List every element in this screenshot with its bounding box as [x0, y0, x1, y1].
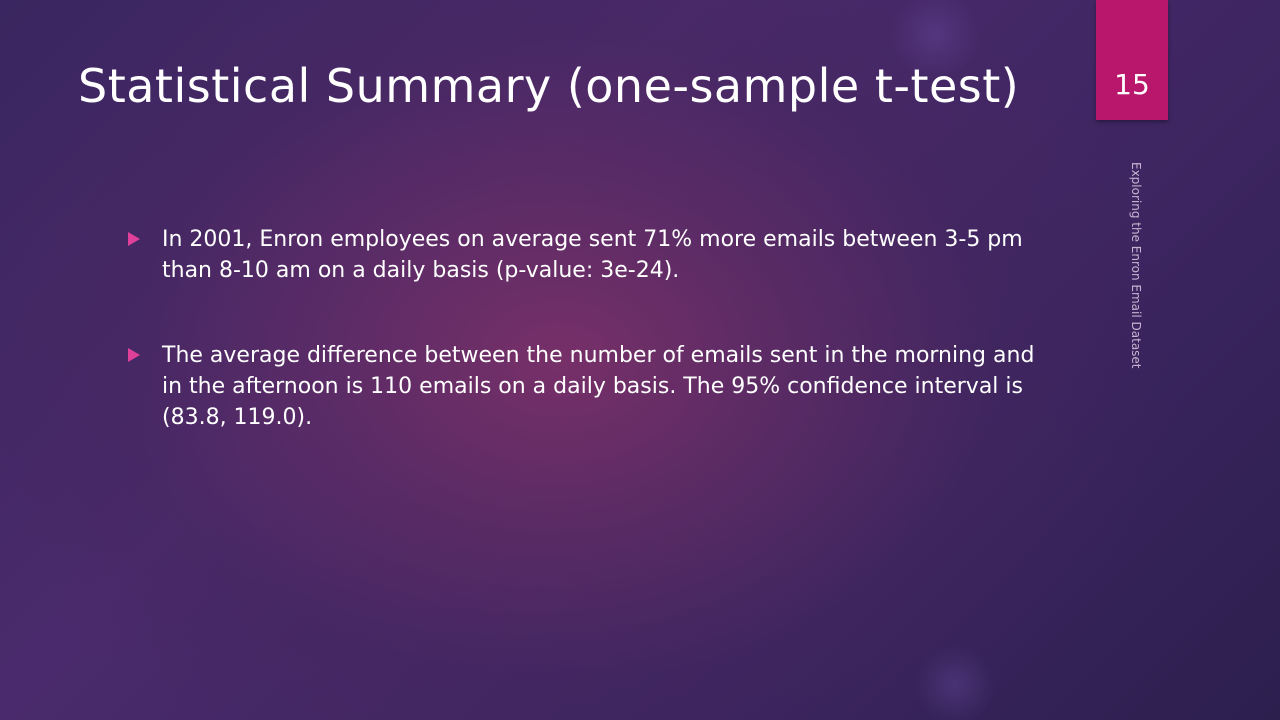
bullet-text: In 2001, Enron employees on average sent… — [162, 227, 1023, 283]
bullet-list: In 2001, Enron employees on average sent… — [126, 224, 1036, 433]
side-footer-text: Exploring the Enron Email Dataset — [1129, 162, 1143, 369]
bullet-item: In 2001, Enron employees on average sent… — [126, 224, 1036, 286]
bullet-text: The average difference between the numbe… — [162, 343, 1035, 430]
page-number-badge: 15 — [1096, 0, 1168, 120]
bullet-item: The average difference between the numbe… — [126, 340, 1036, 433]
page-number: 15 — [1114, 68, 1150, 101]
triangle-right-icon — [128, 232, 140, 246]
triangle-right-icon — [128, 348, 140, 362]
slide-title: Statistical Summary (one-sample t-test) — [78, 59, 1020, 113]
